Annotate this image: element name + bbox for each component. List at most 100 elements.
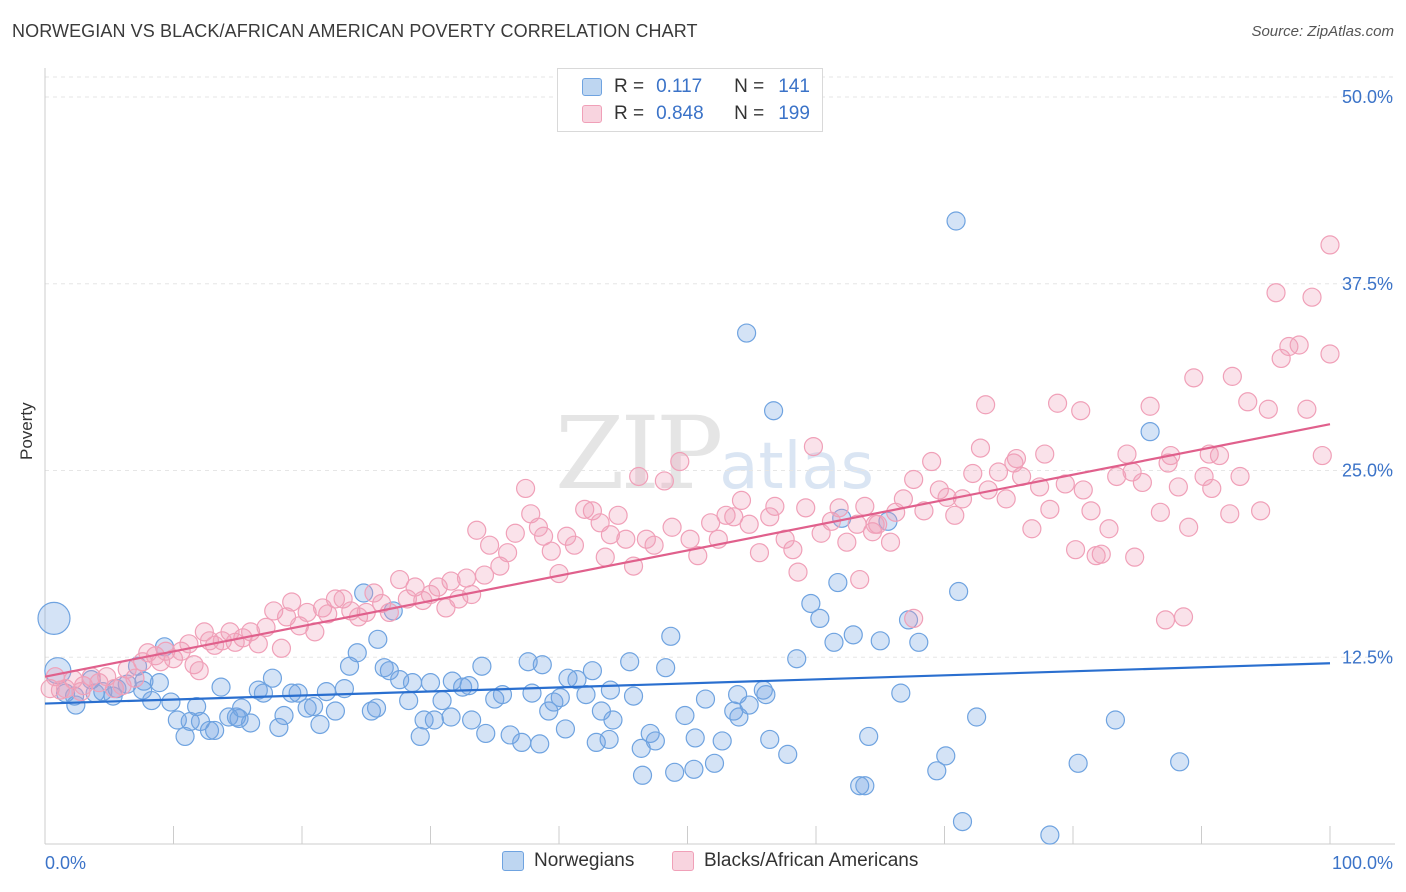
blacks-point	[1099, 519, 1119, 539]
norwegians-point	[432, 690, 452, 711]
norwegians-point	[274, 705, 294, 726]
norwegians-point	[374, 658, 394, 678]
norwegians-point	[297, 698, 317, 718]
legend-r-value: 0.848	[656, 103, 704, 124]
norwegians-point	[462, 710, 482, 730]
legend-n-label: N =	[734, 76, 765, 97]
norwegians-point	[952, 811, 973, 832]
norwegians-point	[949, 581, 969, 602]
blacks-point	[636, 529, 656, 549]
norwegians-point	[550, 687, 570, 708]
blacks-point	[1320, 235, 1340, 255]
blacks-point	[670, 451, 690, 472]
blacks-point	[929, 480, 949, 500]
norwegians-point	[859, 726, 879, 747]
norwegians-point	[248, 680, 268, 700]
blacks-point	[595, 547, 615, 567]
blacks-point	[474, 565, 495, 585]
blacks-point	[796, 498, 816, 518]
norwegians-point	[410, 726, 430, 747]
blacks-trend-line	[44, 423, 1331, 678]
blacks-point	[850, 569, 870, 590]
norwegians-point	[695, 689, 716, 709]
blacks-point	[125, 668, 145, 688]
norwegians-point	[891, 683, 911, 703]
blacks-point	[1297, 399, 1317, 419]
legend-row-blacks: R = 0.848 N = 199	[582, 101, 810, 127]
blacks-point	[498, 543, 518, 563]
blacks-point	[716, 505, 736, 525]
norwegians-point	[37, 601, 71, 636]
norwegians-point	[704, 753, 725, 773]
y-tick-label: 50.0%	[1342, 87, 1393, 107]
norwegians-point	[1040, 825, 1060, 845]
blacks-point	[1279, 336, 1299, 357]
norwegians-point	[623, 686, 644, 706]
blacks-point	[1302, 287, 1322, 307]
bottom-legend-swatch-pink	[672, 851, 694, 871]
blacks-point	[600, 525, 621, 545]
y-tick-label: 25.0%	[1342, 461, 1393, 481]
norwegians-point	[476, 723, 496, 744]
blacks-point	[963, 463, 983, 484]
blacks-point	[1202, 478, 1222, 499]
blacks-point	[803, 436, 824, 457]
norwegians-point	[567, 670, 587, 690]
blacks-point	[1179, 517, 1199, 537]
blacks-point	[1271, 348, 1291, 369]
norwegians-point	[712, 731, 732, 751]
blacks-point	[364, 583, 384, 603]
blacks-point	[1035, 444, 1055, 464]
blacks-point	[1140, 396, 1160, 416]
blacks-point	[1107, 466, 1127, 487]
blacks-point	[1251, 501, 1271, 521]
norwegians-point	[603, 710, 623, 730]
norwegians-point	[665, 762, 685, 782]
blacks-point	[654, 471, 674, 491]
norwegians-point	[855, 776, 875, 796]
blacks-point	[1238, 392, 1258, 412]
blacks-point	[297, 602, 317, 623]
gridlines	[45, 76, 1395, 658]
blacks-point	[783, 540, 803, 560]
blacks-point	[688, 546, 708, 566]
blacks-point	[575, 499, 595, 519]
tick-labels: 12.5% 25.0% 37.5% 50.0% 0.0% 100.0%	[45, 87, 1393, 873]
blacks-point	[865, 514, 885, 534]
blacks-point	[1055, 474, 1075, 494]
norwegians-point	[424, 710, 444, 730]
blacks-point	[456, 568, 477, 588]
norwegians-point	[843, 625, 863, 645]
blacks-point	[189, 661, 209, 681]
norwegians-point	[459, 676, 479, 696]
norwegians-point	[620, 652, 640, 672]
norwegians-point	[967, 707, 987, 727]
blacks-point	[945, 505, 965, 525]
norwegians-trend-line	[44, 662, 1331, 705]
norwegians-point	[354, 583, 374, 603]
norwegians-point	[739, 695, 759, 715]
blacks-point	[829, 498, 849, 518]
blacks-point	[533, 526, 554, 546]
norwegians-point	[927, 761, 947, 781]
norwegians-point	[1140, 422, 1160, 442]
norwegians-point	[599, 729, 619, 750]
norwegians-point	[576, 684, 596, 705]
norwegians-point	[661, 626, 681, 646]
blacks-point	[541, 541, 561, 561]
blacks-point	[333, 589, 353, 609]
norwegians-point	[282, 683, 302, 703]
blacks-point	[837, 532, 857, 552]
blacks-point	[1230, 466, 1250, 487]
blacks-point	[1155, 610, 1176, 630]
blacks-point	[104, 679, 124, 699]
norwegians-point	[850, 776, 870, 796]
norwegians-point	[870, 631, 890, 651]
norwegians-point	[361, 701, 381, 721]
blacks-point	[914, 501, 934, 521]
norwegians-point	[149, 673, 169, 693]
blacks-point	[904, 469, 924, 490]
blacks-point	[1081, 501, 1101, 521]
blacks-point	[1086, 546, 1106, 566]
